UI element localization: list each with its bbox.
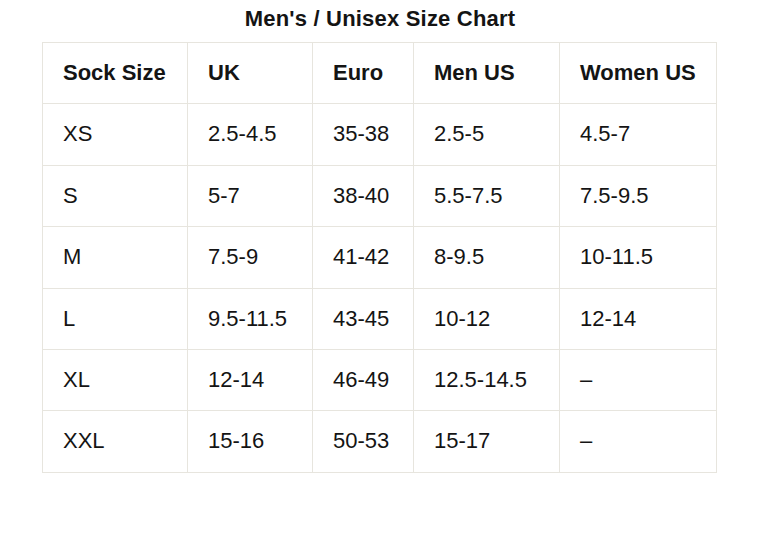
table-cell: S xyxy=(43,165,188,226)
table-cell: 2.5-4.5 xyxy=(188,104,313,165)
table-cell: 38-40 xyxy=(313,165,414,226)
table-cell: 8-9.5 xyxy=(414,227,560,288)
table-row: S5-738-405.5-7.57.5-9.5 xyxy=(43,165,717,226)
column-header: Euro xyxy=(313,43,414,104)
table-cell: 10-12 xyxy=(414,288,560,349)
table-cell: 5-7 xyxy=(188,165,313,226)
table-cell: XL xyxy=(43,349,188,410)
size-chart-table: Sock SizeUKEuroMen USWomen US XS2.5-4.53… xyxy=(42,42,717,473)
table-cell: 46-49 xyxy=(313,349,414,410)
page-title: Men's / Unisex Size Chart xyxy=(0,6,760,32)
table-cell: 12-14 xyxy=(188,349,313,410)
table-cell: 7.5-9.5 xyxy=(560,165,717,226)
table-header: Sock SizeUKEuroMen USWomen US xyxy=(43,43,717,104)
table-cell: M xyxy=(43,227,188,288)
table-cell: – xyxy=(560,349,717,410)
table-cell: 9.5-11.5 xyxy=(188,288,313,349)
table-cell: 35-38 xyxy=(313,104,414,165)
table-cell: 4.5-7 xyxy=(560,104,717,165)
column-header: UK xyxy=(188,43,313,104)
table-row: M7.5-941-428-9.510-11.5 xyxy=(43,227,717,288)
table-body: XS2.5-4.535-382.5-54.5-7S5-738-405.5-7.5… xyxy=(43,104,717,472)
column-header: Women US xyxy=(560,43,717,104)
table-cell: 2.5-5 xyxy=(414,104,560,165)
table-cell: XS xyxy=(43,104,188,165)
table-cell: L xyxy=(43,288,188,349)
table-cell: 12.5-14.5 xyxy=(414,349,560,410)
table-row: XXL15-1650-5315-17– xyxy=(43,411,717,472)
table-cell: 15-16 xyxy=(188,411,313,472)
table-cell: 5.5-7.5 xyxy=(414,165,560,226)
table-row: XS2.5-4.535-382.5-54.5-7 xyxy=(43,104,717,165)
table-row: XL12-1446-4912.5-14.5– xyxy=(43,349,717,410)
column-header: Sock Size xyxy=(43,43,188,104)
table-cell: 41-42 xyxy=(313,227,414,288)
table-cell: 10-11.5 xyxy=(560,227,717,288)
table-cell: 50-53 xyxy=(313,411,414,472)
column-header: Men US xyxy=(414,43,560,104)
table-cell: 7.5-9 xyxy=(188,227,313,288)
table-cell: 43-45 xyxy=(313,288,414,349)
table-cell: XXL xyxy=(43,411,188,472)
table-row: L9.5-11.543-4510-1212-14 xyxy=(43,288,717,349)
table-cell: 12-14 xyxy=(560,288,717,349)
table-cell: 15-17 xyxy=(414,411,560,472)
header-row: Sock SizeUKEuroMen USWomen US xyxy=(43,43,717,104)
table-cell: – xyxy=(560,411,717,472)
